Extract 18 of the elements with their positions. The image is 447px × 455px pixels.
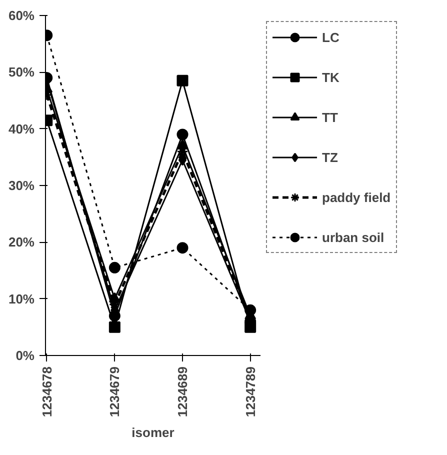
- y-tick-label: 0%: [16, 348, 35, 363]
- y-tick-label: 60%: [8, 8, 35, 23]
- x-tick-label: 1234678: [39, 366, 54, 418]
- legend-label: urban soil: [322, 230, 384, 244]
- x-tick-label: 1234789: [242, 366, 258, 418]
- y-tick-label: 40%: [8, 121, 35, 136]
- y-tick-label: 10%: [8, 291, 35, 306]
- y-tick-label: 20%: [8, 234, 35, 250]
- legend-label: TK: [322, 70, 340, 84]
- x-tick-label: 1234679: [107, 366, 122, 418]
- x-tick-label: 1234689: [175, 366, 190, 418]
- y-tick-label: 50%: [8, 64, 35, 80]
- y-tick-label: 30%: [8, 178, 35, 193]
- legend-label: TZ: [322, 150, 338, 164]
- x-axis-title: isomer: [132, 425, 174, 440]
- legend-label: paddy field: [322, 190, 391, 204]
- legend-label: LC: [322, 30, 340, 44]
- legend-label: TT: [322, 110, 338, 124]
